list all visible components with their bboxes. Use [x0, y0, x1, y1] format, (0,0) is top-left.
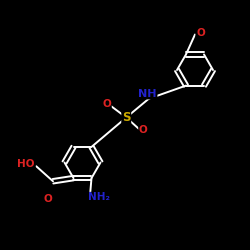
- Text: O: O: [196, 28, 205, 38]
- Text: O: O: [139, 125, 147, 135]
- Text: NH: NH: [138, 89, 157, 99]
- Text: S: S: [122, 111, 130, 124]
- Text: HO: HO: [18, 159, 35, 169]
- Text: NH₂: NH₂: [88, 192, 110, 202]
- Text: O: O: [44, 194, 52, 204]
- Text: O: O: [102, 99, 111, 109]
